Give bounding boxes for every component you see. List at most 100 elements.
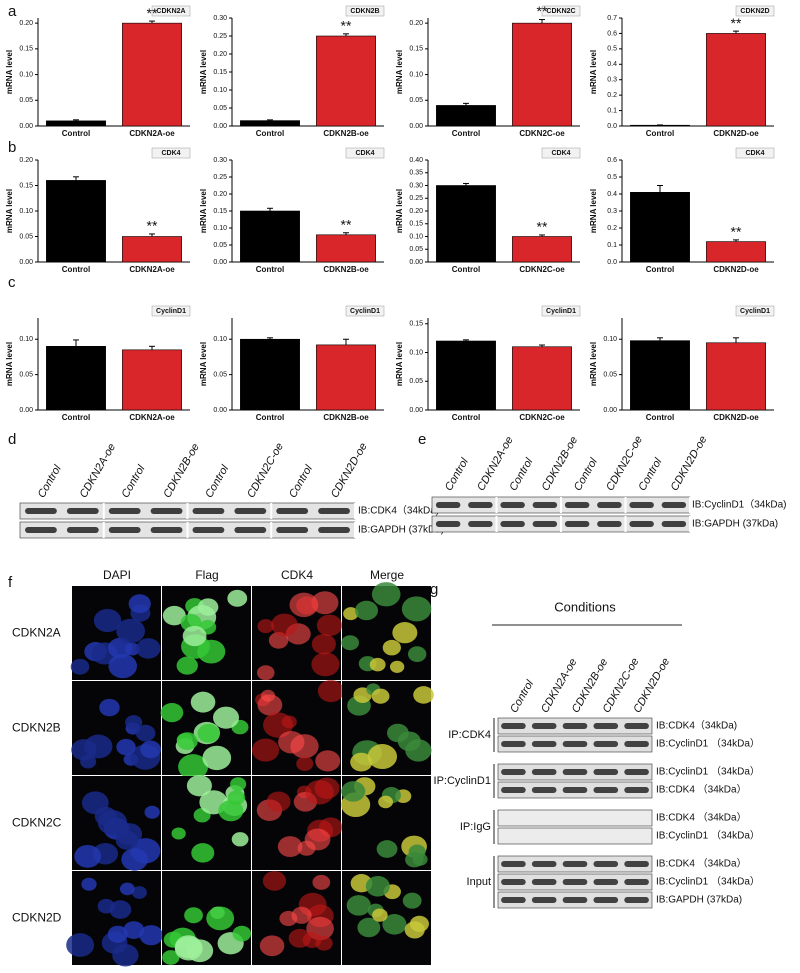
band bbox=[562, 861, 588, 867]
error-bar bbox=[657, 337, 663, 341]
cell bbox=[397, 731, 421, 752]
band bbox=[501, 897, 526, 903]
cell bbox=[277, 836, 303, 858]
y-tick-label: 0.05 bbox=[603, 371, 617, 378]
y-tick-label: 0.15 bbox=[409, 221, 423, 228]
cell bbox=[231, 832, 249, 847]
bar bbox=[316, 234, 376, 263]
row-label: IB:CyclinD1 （34kDa） bbox=[656, 830, 760, 842]
row-label: IB:GAPDH (37kDa) bbox=[358, 525, 444, 536]
y-tick-label: 0.10 bbox=[19, 336, 33, 343]
band bbox=[593, 723, 619, 729]
cell bbox=[202, 745, 232, 771]
x-tick-label: Control bbox=[646, 413, 674, 422]
title-box bbox=[541, 147, 581, 159]
cell bbox=[367, 744, 398, 770]
chart-title: CDKN2C bbox=[546, 8, 575, 15]
cell bbox=[112, 944, 139, 967]
band bbox=[192, 527, 225, 533]
cell bbox=[227, 589, 248, 607]
y-tick-label: 0.5 bbox=[607, 46, 617, 53]
band bbox=[192, 508, 225, 514]
chart-title: CDKN2B bbox=[350, 8, 379, 15]
cell bbox=[271, 613, 298, 637]
title-box bbox=[151, 5, 191, 17]
y-tick-label: 0.00 bbox=[213, 407, 227, 414]
band bbox=[532, 521, 558, 527]
cell bbox=[312, 874, 331, 890]
error-bar bbox=[657, 185, 663, 193]
y-tick-label: 0.3 bbox=[607, 77, 617, 84]
band bbox=[624, 741, 649, 747]
band bbox=[593, 897, 619, 903]
error-bar bbox=[149, 20, 155, 24]
y-axis-label: mRNA level bbox=[589, 189, 598, 233]
cell bbox=[297, 840, 316, 856]
y-tick-label: 0.15 bbox=[213, 69, 227, 76]
cell bbox=[139, 925, 164, 946]
y-tick-label: 0.00 bbox=[603, 407, 617, 414]
cell bbox=[402, 892, 422, 909]
cell bbox=[178, 754, 209, 780]
y-tick-label: 0.20 bbox=[213, 191, 227, 198]
significance: ** bbox=[341, 18, 352, 34]
y-tick-label: 0.20 bbox=[19, 20, 33, 27]
y-tick-label: 0.00 bbox=[19, 407, 33, 414]
band bbox=[531, 787, 557, 793]
panel-letter: b bbox=[8, 139, 16, 156]
panel-letter: g bbox=[430, 581, 438, 598]
y-axis-label: mRNA level bbox=[395, 50, 404, 94]
y-tick-label: 0.15 bbox=[409, 46, 423, 53]
cell bbox=[257, 665, 275, 681]
chart-title: CDK4 bbox=[355, 150, 374, 157]
row-label: IB:GAPDH (37kDa) bbox=[656, 895, 742, 906]
band bbox=[25, 527, 57, 533]
band bbox=[562, 723, 588, 729]
band bbox=[234, 508, 267, 514]
cell bbox=[144, 805, 160, 819]
chart-title: CDK4 bbox=[551, 150, 570, 157]
band bbox=[501, 741, 526, 747]
y-tick-label: 0.00 bbox=[213, 259, 227, 266]
cell bbox=[343, 607, 359, 621]
bar bbox=[316, 35, 376, 127]
x-tick-label: Control bbox=[256, 129, 284, 138]
cell bbox=[74, 844, 102, 868]
column-header: Flag bbox=[195, 568, 218, 582]
cell bbox=[206, 906, 235, 931]
cell bbox=[116, 738, 136, 756]
cell bbox=[392, 622, 418, 644]
cell bbox=[191, 843, 215, 863]
cell bbox=[125, 715, 143, 730]
column-header: DAPI bbox=[103, 568, 131, 582]
x-tick-label: Control bbox=[62, 129, 90, 138]
y-tick-label: 0.40 bbox=[409, 157, 423, 164]
band bbox=[435, 521, 461, 527]
band bbox=[66, 508, 99, 514]
cell bbox=[124, 642, 140, 656]
bar bbox=[122, 236, 182, 263]
cell bbox=[357, 917, 381, 938]
y-tick-label: 0.10 bbox=[19, 71, 33, 78]
bar bbox=[706, 342, 766, 411]
cell bbox=[279, 910, 298, 927]
band bbox=[318, 508, 350, 514]
band bbox=[624, 861, 649, 867]
cell bbox=[128, 594, 151, 614]
panel-letter: e bbox=[418, 431, 426, 448]
band bbox=[532, 502, 558, 508]
chart-title: CyclinD1 bbox=[740, 308, 770, 315]
cell bbox=[404, 921, 425, 939]
band bbox=[624, 787, 649, 793]
y-axis-label: mRNA level bbox=[5, 189, 14, 233]
cell bbox=[107, 925, 128, 943]
cell bbox=[81, 791, 109, 815]
cell bbox=[354, 600, 379, 621]
column-header: CDK4 bbox=[281, 568, 313, 582]
band bbox=[501, 723, 526, 729]
cell bbox=[218, 800, 244, 822]
cell bbox=[70, 658, 90, 675]
cell bbox=[315, 750, 341, 772]
cell bbox=[190, 691, 216, 713]
